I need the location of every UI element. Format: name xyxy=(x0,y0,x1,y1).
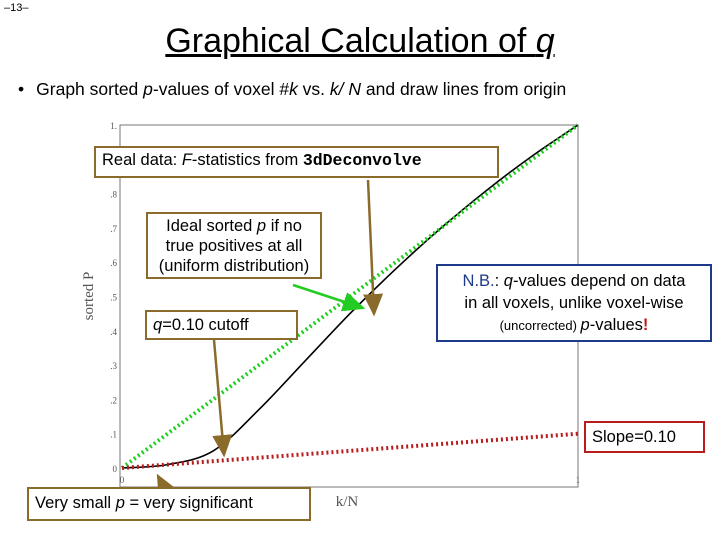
nb-box: N.B.: q-values depend on data in all voxe… xyxy=(436,264,712,342)
nb-bang: ! xyxy=(642,316,649,334)
slope-box: Slope=0.10 xyxy=(584,421,705,453)
y-tick-label: 0 xyxy=(113,464,118,474)
y-axis-label: sorted P xyxy=(81,272,97,321)
y-tick-label: .1 xyxy=(110,430,117,440)
bullet-part: Graph sorted xyxy=(36,79,144,99)
ideal-text: if no xyxy=(266,217,302,235)
nb-q: q xyxy=(503,272,513,290)
small-p-text: Very small xyxy=(35,494,116,512)
arrow-ideal xyxy=(292,283,366,312)
cutoff-text: =0.10 cutoff xyxy=(162,316,249,334)
nb-line-2: in all voxels, unlike voxel-wise xyxy=(464,294,684,312)
series-line-0 xyxy=(121,124,579,469)
y-tick-label: .8 xyxy=(110,190,117,200)
series-line-2 xyxy=(121,431,579,470)
ideal-box: Ideal sorted p if no true positives at al… xyxy=(146,212,322,279)
cutoff-q: q xyxy=(153,316,163,334)
bullet-part: -values of voxel # xyxy=(152,79,290,99)
nb-text: -values depend on data xyxy=(512,272,686,290)
y-tick-label: .5 xyxy=(110,293,117,303)
nb-text: : xyxy=(494,272,504,290)
bullet-part: vs. xyxy=(297,79,330,99)
small-p-box: Very small p = very significant xyxy=(27,487,311,521)
bullet-kn: k/ N xyxy=(329,79,362,99)
cutoff-box: q=0.10 cutoff xyxy=(145,310,298,340)
y-tick-label: .4 xyxy=(110,327,117,337)
ideal-p: p xyxy=(256,217,267,235)
arrow-small-p xyxy=(156,473,177,499)
small-p-text: = very significant xyxy=(124,494,253,512)
nb-text: (uncorrected) xyxy=(499,318,581,333)
bullet-k: k xyxy=(289,79,298,99)
title-q: q xyxy=(535,22,555,60)
y-tick-label: .7 xyxy=(110,224,117,234)
real-data-f: F xyxy=(181,151,192,169)
real-data-text: Real data: xyxy=(102,151,182,169)
bullet-part: and draw lines from origin xyxy=(361,79,567,99)
page-number: –13– xyxy=(4,2,29,14)
x-tick-label: 1 xyxy=(576,475,581,485)
ideal-line-2: true positives at all xyxy=(165,237,303,255)
nb-label: N.B. xyxy=(462,272,495,290)
ideal-text: Ideal sorted xyxy=(166,217,257,235)
nb-line-3: (uncorrected) p-values! xyxy=(442,314,706,337)
x-tick-label: 0 xyxy=(120,475,125,485)
nb-p: p xyxy=(580,316,590,334)
real-data-box: Real data: F-statistics from 3dDeconvolv… xyxy=(94,146,499,178)
small-p-p: p xyxy=(115,494,125,512)
arrow-cutoff xyxy=(212,339,233,458)
bullet-p: p xyxy=(143,79,153,99)
x-axis-label: k/N xyxy=(336,494,359,510)
ideal-line-3: (uniform distribution) xyxy=(158,257,310,275)
slide-title: Graphical Calculation of q xyxy=(0,22,720,61)
real-data-text: -statistics from xyxy=(191,151,303,169)
bullet-dot: • xyxy=(18,79,25,99)
program-name: 3dDeconvolve xyxy=(302,151,422,170)
nb-line-1: N.B.: q-values depend on data xyxy=(442,270,706,292)
y-tick-label: .3 xyxy=(110,361,117,371)
nb-text: -values xyxy=(589,316,643,334)
y-tick-label: .6 xyxy=(110,258,117,268)
arrow-real-data xyxy=(363,179,384,317)
title-text: Graphical Calculation of xyxy=(165,22,536,60)
y-tick-label: .2 xyxy=(110,395,117,405)
ideal-line-1: Ideal sorted p if no xyxy=(150,216,318,236)
bullet-text: • Graph sorted p-values of voxel #k vs. k… xyxy=(18,79,566,100)
y-tick-label: 1. xyxy=(110,121,117,131)
